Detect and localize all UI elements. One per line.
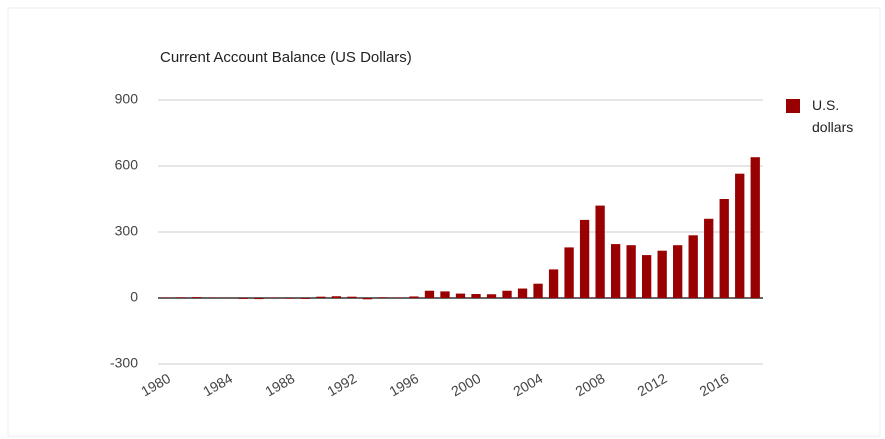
bar bbox=[331, 296, 342, 298]
bar bbox=[440, 291, 450, 298]
y-tick-label: 300 bbox=[115, 223, 139, 239]
y-tick-label: 0 bbox=[130, 289, 138, 305]
bar bbox=[548, 269, 559, 298]
bar bbox=[595, 205, 605, 298]
y-tick-label: -300 bbox=[110, 355, 138, 371]
bar bbox=[688, 235, 698, 298]
chart-frame bbox=[7, 7, 881, 437]
bar bbox=[300, 298, 311, 299]
bar bbox=[704, 218, 714, 298]
bar bbox=[455, 293, 466, 298]
y-tick-label: 900 bbox=[115, 91, 139, 107]
bar bbox=[471, 294, 481, 298]
bar bbox=[316, 296, 326, 298]
y-tick-label: 600 bbox=[115, 157, 139, 173]
bar bbox=[626, 245, 636, 298]
bar bbox=[564, 247, 574, 298]
bar bbox=[517, 288, 528, 298]
bar bbox=[254, 298, 264, 300]
bar bbox=[673, 245, 683, 298]
bar bbox=[719, 199, 729, 298]
bar bbox=[750, 157, 760, 298]
bar bbox=[642, 255, 652, 298]
bar bbox=[424, 290, 435, 298]
bar bbox=[238, 298, 248, 299]
bar bbox=[486, 294, 497, 298]
bar bbox=[579, 219, 590, 298]
bar bbox=[533, 283, 543, 298]
chart-title: Current Account Balance (US Dollars) bbox=[160, 49, 412, 66]
bar bbox=[192, 297, 202, 298]
bar bbox=[378, 297, 388, 298]
bar bbox=[610, 244, 621, 298]
legend-swatch bbox=[786, 99, 800, 113]
bar bbox=[176, 297, 186, 298]
bar bbox=[657, 250, 667, 298]
legend-label: U.S. dollars bbox=[812, 97, 853, 135]
bar bbox=[347, 296, 357, 298]
bar bbox=[409, 296, 419, 298]
bar bbox=[735, 173, 745, 298]
bar bbox=[362, 298, 373, 300]
bar bbox=[285, 298, 295, 299]
bar bbox=[502, 290, 512, 298]
